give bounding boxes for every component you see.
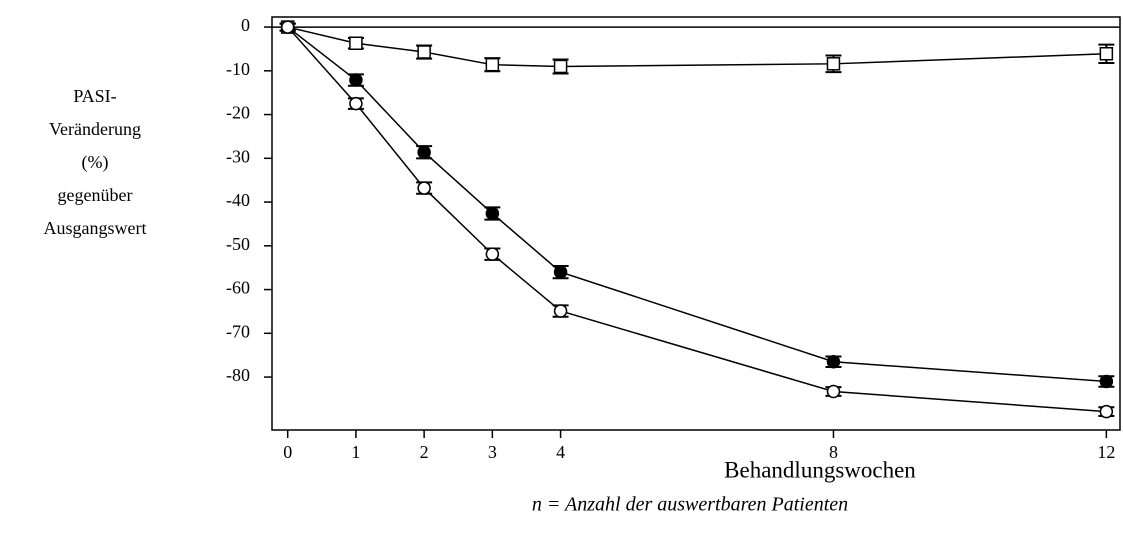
- marker: [349, 73, 363, 87]
- y-axis-label: gegenüber: [58, 185, 133, 205]
- marker: [553, 265, 568, 279]
- y-tick-label: -60: [226, 278, 250, 298]
- series-line: [287, 26, 1107, 383]
- marker: [553, 304, 568, 318]
- series-line: [287, 26, 1107, 413]
- y-tick-label: -70: [226, 321, 250, 341]
- marker: [826, 57, 841, 71]
- x-tick-label: 3: [488, 442, 497, 462]
- note: n = Anzahl der auswertbaren Patienten: [532, 494, 848, 516]
- y-axis-label: PASI-: [73, 86, 116, 106]
- marker: [485, 206, 500, 221]
- marker: [417, 181, 431, 195]
- x-tick-label: 12: [1097, 442, 1115, 462]
- y-axis-label: Veränderung: [49, 119, 141, 139]
- y-tick-label: -80: [226, 365, 250, 385]
- marker: [485, 57, 500, 72]
- marker: [826, 355, 841, 369]
- x-tick-label: 8: [829, 442, 838, 462]
- y-tick-label: -40: [226, 190, 250, 210]
- y-tick-label: -10: [226, 59, 250, 79]
- plot-frame: [271, 16, 1121, 431]
- x-axis-label: Behandlungswochen: [724, 457, 916, 482]
- x-tick-label: 4: [556, 442, 565, 462]
- marker: [826, 384, 841, 399]
- marker: [1099, 47, 1114, 61]
- y-tick-label: -30: [226, 146, 250, 166]
- marker: [553, 59, 568, 74]
- marker: [417, 45, 431, 59]
- y-axis-label: Ausgangswert: [44, 218, 147, 238]
- series-line: [287, 26, 1107, 68]
- y-axis-label: (%): [82, 152, 109, 173]
- marker: [280, 20, 295, 34]
- marker: [485, 247, 500, 261]
- x-tick-label: 2: [420, 442, 429, 462]
- marker: [1099, 374, 1114, 389]
- marker: [417, 145, 431, 159]
- y-tick-label: -20: [226, 103, 250, 123]
- x-tick-label: 1: [351, 442, 360, 462]
- x-tick-label: 0: [283, 442, 292, 462]
- marker: [349, 36, 363, 50]
- marker: [1099, 404, 1114, 419]
- marker: [349, 96, 363, 111]
- y-tick-label: -50: [226, 234, 250, 254]
- y-tick-label: 0: [241, 15, 250, 35]
